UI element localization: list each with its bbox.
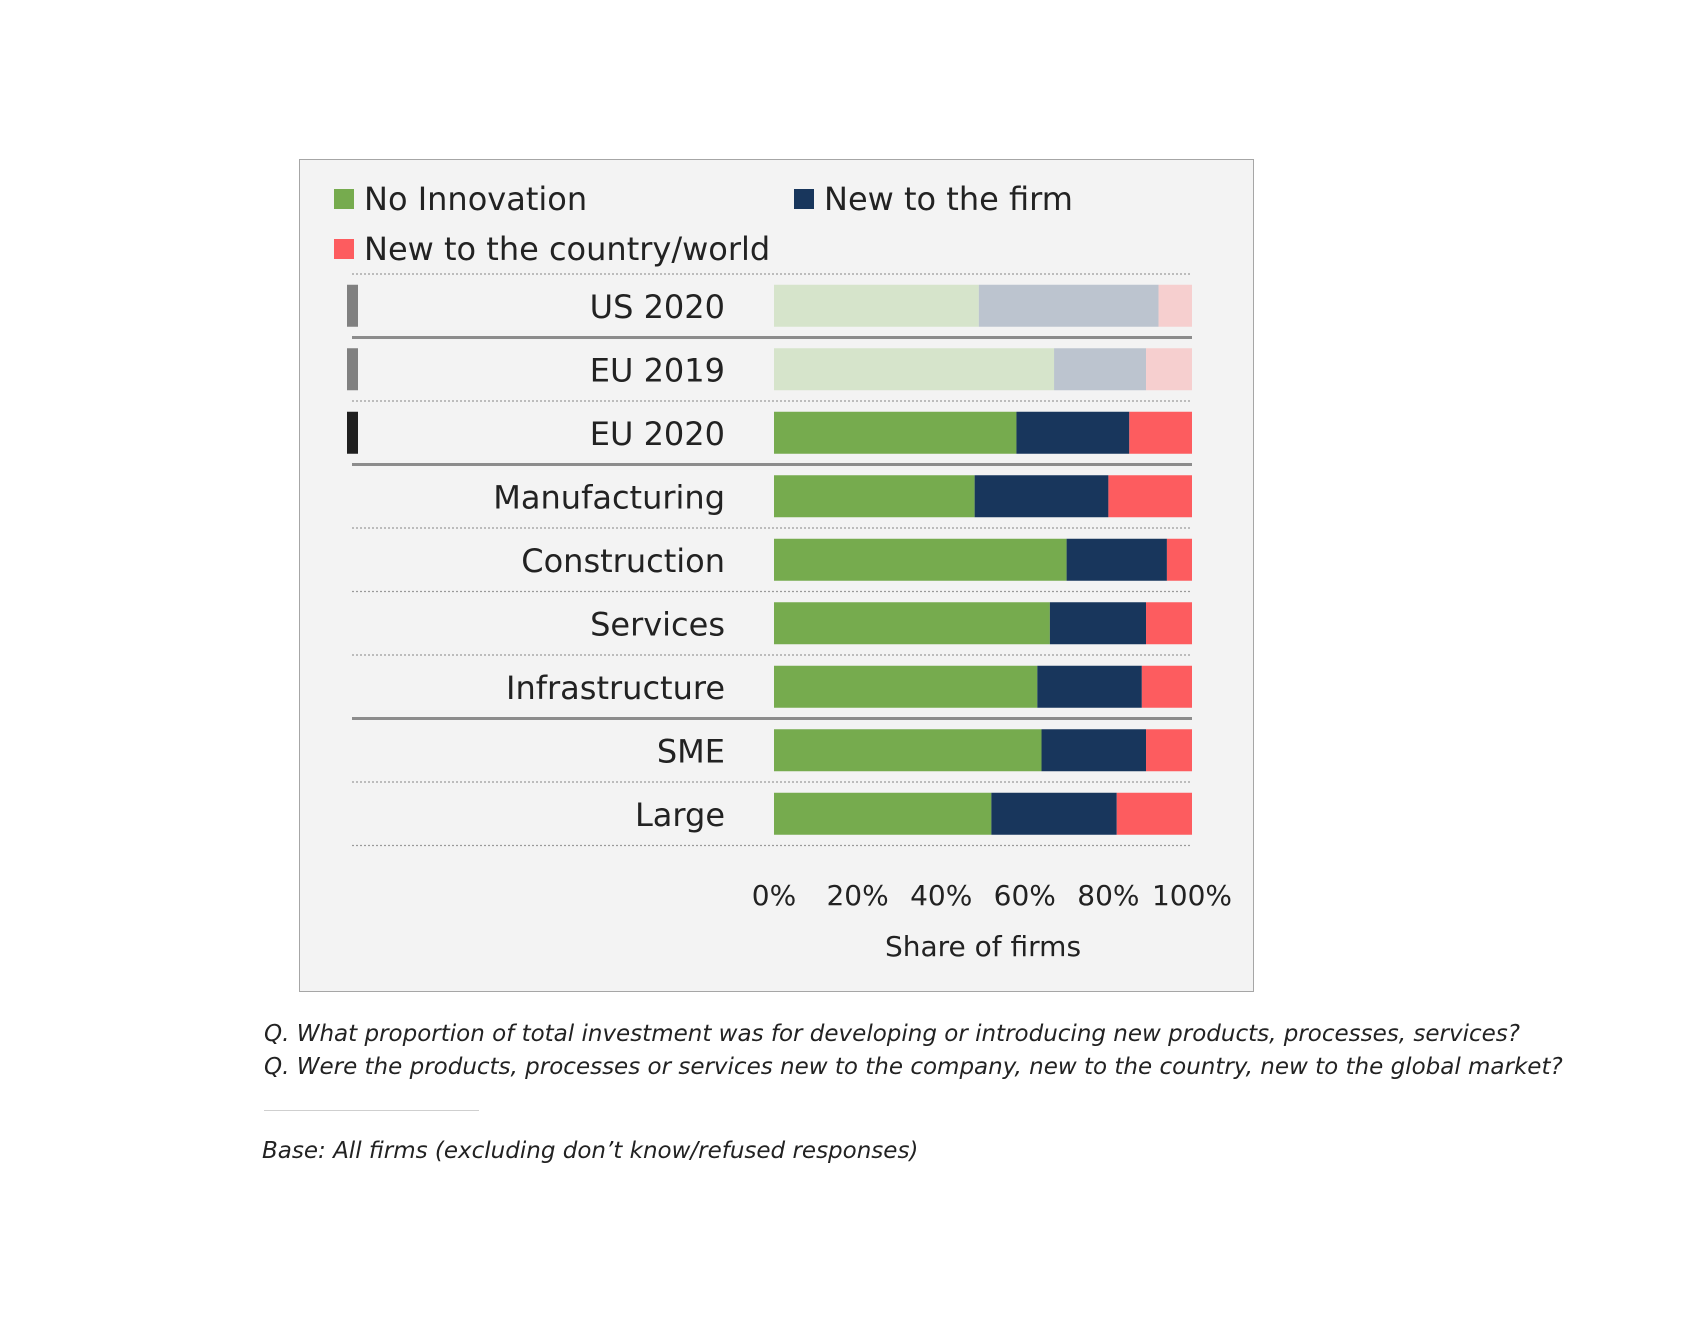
legend-label-2: New to the country/world: [364, 230, 770, 268]
bar-segment: [774, 792, 992, 835]
question-1: Q. What proportion of total investment w…: [264, 1021, 1520, 1047]
x-tick-label: 100%: [1152, 879, 1232, 912]
bar-segment: [1116, 792, 1192, 835]
base-note: Base: All firms (excluding don’t know/re…: [262, 1138, 919, 1164]
x-tick-label: 40%: [910, 879, 972, 912]
legend-swatch-2: [334, 239, 354, 259]
bar-segment: [1146, 729, 1192, 772]
legend-label-1: New to the firm: [824, 180, 1073, 218]
bar-segment: [774, 411, 1017, 454]
category-label: US 2020: [590, 288, 725, 326]
row-marker: [347, 411, 358, 454]
bar-segment: [774, 665, 1038, 708]
x-tick-label: 80%: [1077, 879, 1139, 912]
bar-segment: [1146, 602, 1192, 645]
bar-segment: [1129, 411, 1192, 454]
x-tick-label: 20%: [826, 879, 888, 912]
bar-segment: [774, 729, 1042, 772]
legend-swatch-1: [794, 189, 814, 209]
notes-divider: [264, 1110, 479, 1111]
bar-segment: [1141, 665, 1192, 708]
bar-segment: [774, 348, 1055, 391]
bar-segment: [1146, 348, 1192, 391]
question-2: Q. Were the products, processes or servi…: [264, 1054, 1563, 1080]
bar-segment: [978, 284, 1159, 327]
bar-segment: [974, 475, 1109, 518]
category-label: Construction: [521, 542, 725, 580]
category-label: SME: [657, 732, 725, 770]
row-marker: [347, 348, 358, 391]
legend-swatch-0: [334, 189, 354, 209]
category-label: Infrastructure: [506, 669, 725, 707]
bar-segment: [774, 475, 975, 518]
bar-segment: [1158, 284, 1192, 327]
bar-segment: [1041, 729, 1147, 772]
bar-segment: [1049, 602, 1147, 645]
bar-segment: [1037, 665, 1142, 708]
category-label: Manufacturing: [493, 478, 725, 516]
category-label: EU 2020: [590, 415, 725, 453]
bar-segment: [1016, 411, 1130, 454]
category-label: EU 2019: [590, 351, 725, 389]
category-label: Services: [590, 605, 725, 643]
x-tick-label: 0%: [752, 879, 796, 912]
row-marker: [347, 284, 358, 327]
legend-label-0: No Innovation: [364, 180, 587, 218]
chart-panel: No Innovation New to the firm New to the c…: [299, 159, 1254, 992]
question-notes: Q. What proportion of total investment w…: [264, 1018, 1563, 1084]
bar-segment: [1054, 348, 1147, 391]
x-tick-label: 60%: [994, 879, 1056, 912]
bar-segment: [774, 284, 979, 327]
category-label: Large: [635, 796, 725, 834]
stacked-bar-chart: No Innovation New to the firm New to the c…: [334, 180, 1232, 963]
bar-segment: [1066, 538, 1167, 581]
x-axis-label: Share of firms: [885, 930, 1081, 963]
bar-segment: [1166, 538, 1192, 581]
bar-segment: [774, 602, 1050, 645]
bar-segment: [991, 792, 1117, 835]
bar-segment: [774, 538, 1067, 581]
bar-segment: [1108, 475, 1192, 518]
